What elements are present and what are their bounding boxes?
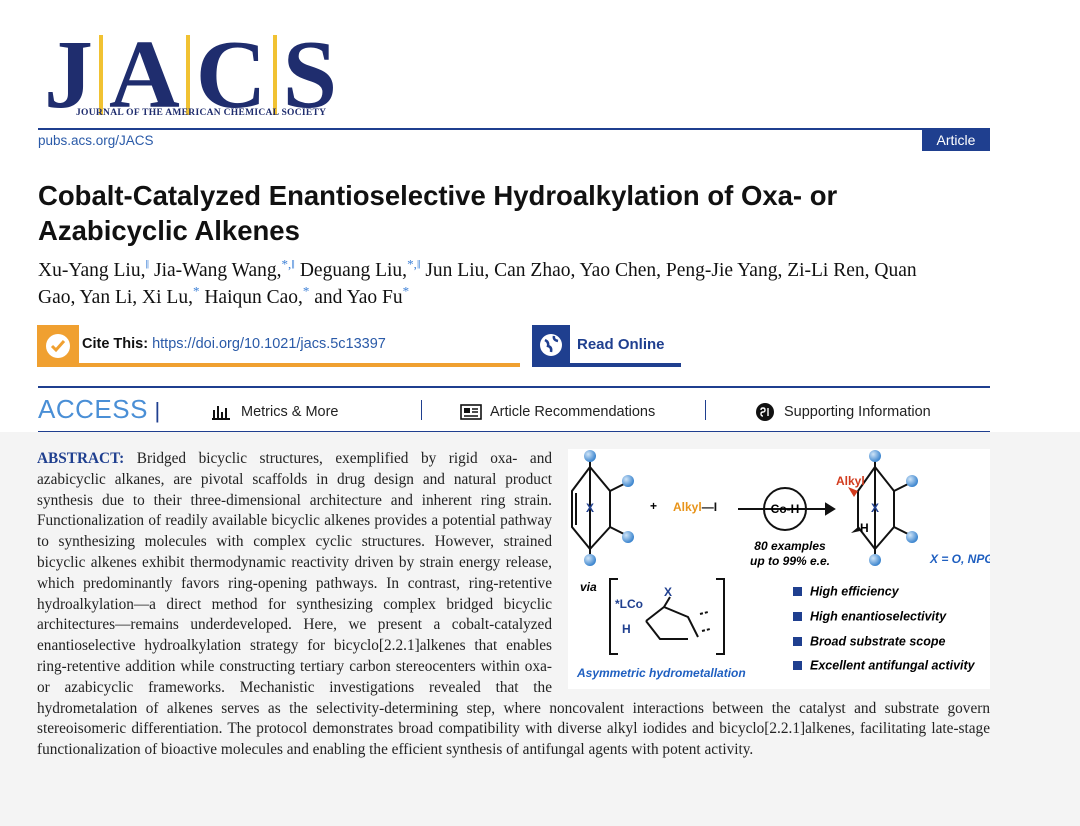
author[interactable]: Xu-Yang Liu,	[38, 260, 146, 281]
article-type: Article	[922, 130, 990, 151]
recommend-icon	[460, 404, 482, 420]
logo-letter: S	[282, 21, 338, 129]
rule	[38, 431, 990, 432]
reagent: Alkyl—I	[673, 500, 717, 514]
logo-bar	[185, 35, 190, 115]
ee: up to 99% e.e.	[750, 554, 830, 568]
ts-x: X	[664, 585, 672, 599]
author[interactable]: Quan Gao,	[38, 260, 917, 308]
logo-bar	[272, 35, 277, 115]
metrics-icon	[212, 406, 230, 420]
cite-icon	[37, 325, 79, 367]
si-icon	[756, 403, 774, 421]
globe-icon	[532, 325, 570, 367]
author[interactable]: Haiqun Cao,	[204, 287, 303, 308]
bullet: High efficiency	[810, 584, 900, 598]
reagent-alkyl: Alkyl	[673, 500, 702, 514]
author[interactable]: Jia-Wang Wang,	[153, 260, 282, 281]
x-definition: X = O, NPG	[929, 552, 990, 566]
tab[interactable]: Metrics & More	[241, 404, 339, 420]
read-online-label[interactable]: Read Online	[577, 336, 665, 353]
cite-label: Cite This:	[82, 336, 149, 352]
cite-box: Cite This: https://doi.org/10.1021/jacs.…	[37, 325, 520, 367]
rule	[38, 386, 990, 388]
logo-letter: J	[44, 21, 93, 129]
doi-link[interactable]: https://doi.org/10.1021/jacs.5c13397	[152, 336, 386, 352]
author[interactable]: Zi-Li Ren,	[787, 260, 870, 281]
bullet: Broad substrate scope	[810, 634, 946, 648]
product-alkyl: Alkyl	[836, 474, 865, 488]
via: via	[580, 580, 597, 594]
author[interactable]: Jun Liu,	[425, 260, 490, 281]
logo-letter: C	[195, 21, 267, 129]
authors: Xu-Yang Liu,‖ Jia-Wang Wang,*,‖ Deguang …	[38, 257, 953, 311]
abstract: X + Alkyl—I Co-H 80 examples up to 99% e…	[37, 449, 994, 761]
author-affiliation: *	[302, 283, 310, 299]
rule	[38, 128, 990, 130]
graphic-svg: X + Alkyl—I Co-H 80 examples up to 99% e…	[571, 450, 994, 680]
author[interactable]: Yan Li,	[79, 287, 138, 308]
ts-lco: *LCo	[615, 597, 643, 611]
author[interactable]: and Yao Fu	[314, 287, 403, 308]
journal-name: JOURNAL OF THE AMERICAN CHEMICAL SOCIETY	[76, 108, 327, 118]
tab[interactable]: Supporting Information	[784, 404, 931, 420]
author-affiliation: *	[192, 283, 200, 299]
separator	[705, 400, 706, 420]
author-affiliation: *	[402, 283, 410, 299]
tab[interactable]: Article Recommendations	[490, 404, 656, 420]
author[interactable]: Xi Lu,	[142, 287, 193, 308]
author-affiliation: ‖	[145, 256, 150, 272]
bullet: Excellent antifungal activity	[810, 658, 976, 672]
ts-caption: Asymmetric hydrometallation	[576, 666, 746, 680]
bullet: High enantioselectivity	[810, 609, 947, 623]
logo-letter: A	[109, 21, 180, 129]
logo-bar	[99, 35, 103, 115]
author[interactable]: Peng-Jie Yang,	[665, 260, 783, 281]
article-title: Cobalt-Catalyzed Enantioselective Hydroa…	[38, 180, 838, 246]
author[interactable]: Deguang Liu,	[299, 260, 408, 281]
author[interactable]: Yao Chen,	[579, 260, 661, 281]
plus: +	[650, 499, 657, 513]
author[interactable]: Can Zhao,	[494, 260, 576, 281]
author-affiliation: *,‖	[407, 256, 421, 272]
journal-logo: J A C S	[38, 26, 343, 124]
author-affiliation: *,‖	[281, 256, 295, 272]
catalyst: Co-H	[771, 502, 800, 516]
abstract-label: ABSTRACT:	[37, 450, 125, 467]
access-label: ACCESS |	[38, 394, 161, 424]
cite-text: Cite This: https://doi.org/10.1021/jacs.…	[82, 336, 386, 352]
separator	[421, 400, 422, 420]
abstract-text: Bridged bicyclic structures, exemplified…	[37, 450, 990, 759]
ts-h: H	[622, 622, 631, 636]
reagent-iodide: —I	[702, 500, 717, 514]
toc-graphic: X + Alkyl—I Co-H 80 examples up to 99% e…	[568, 449, 994, 689]
access-text: ACCESS	[38, 394, 148, 424]
product-x: X	[871, 501, 879, 515]
examples: 80 examples	[754, 539, 826, 553]
read-online[interactable]: Read Online	[532, 325, 681, 367]
product-h: H	[860, 521, 869, 535]
bridge-x: X	[586, 501, 594, 515]
journal-url[interactable]: pubs.acs.org/JACS	[38, 133, 154, 148]
